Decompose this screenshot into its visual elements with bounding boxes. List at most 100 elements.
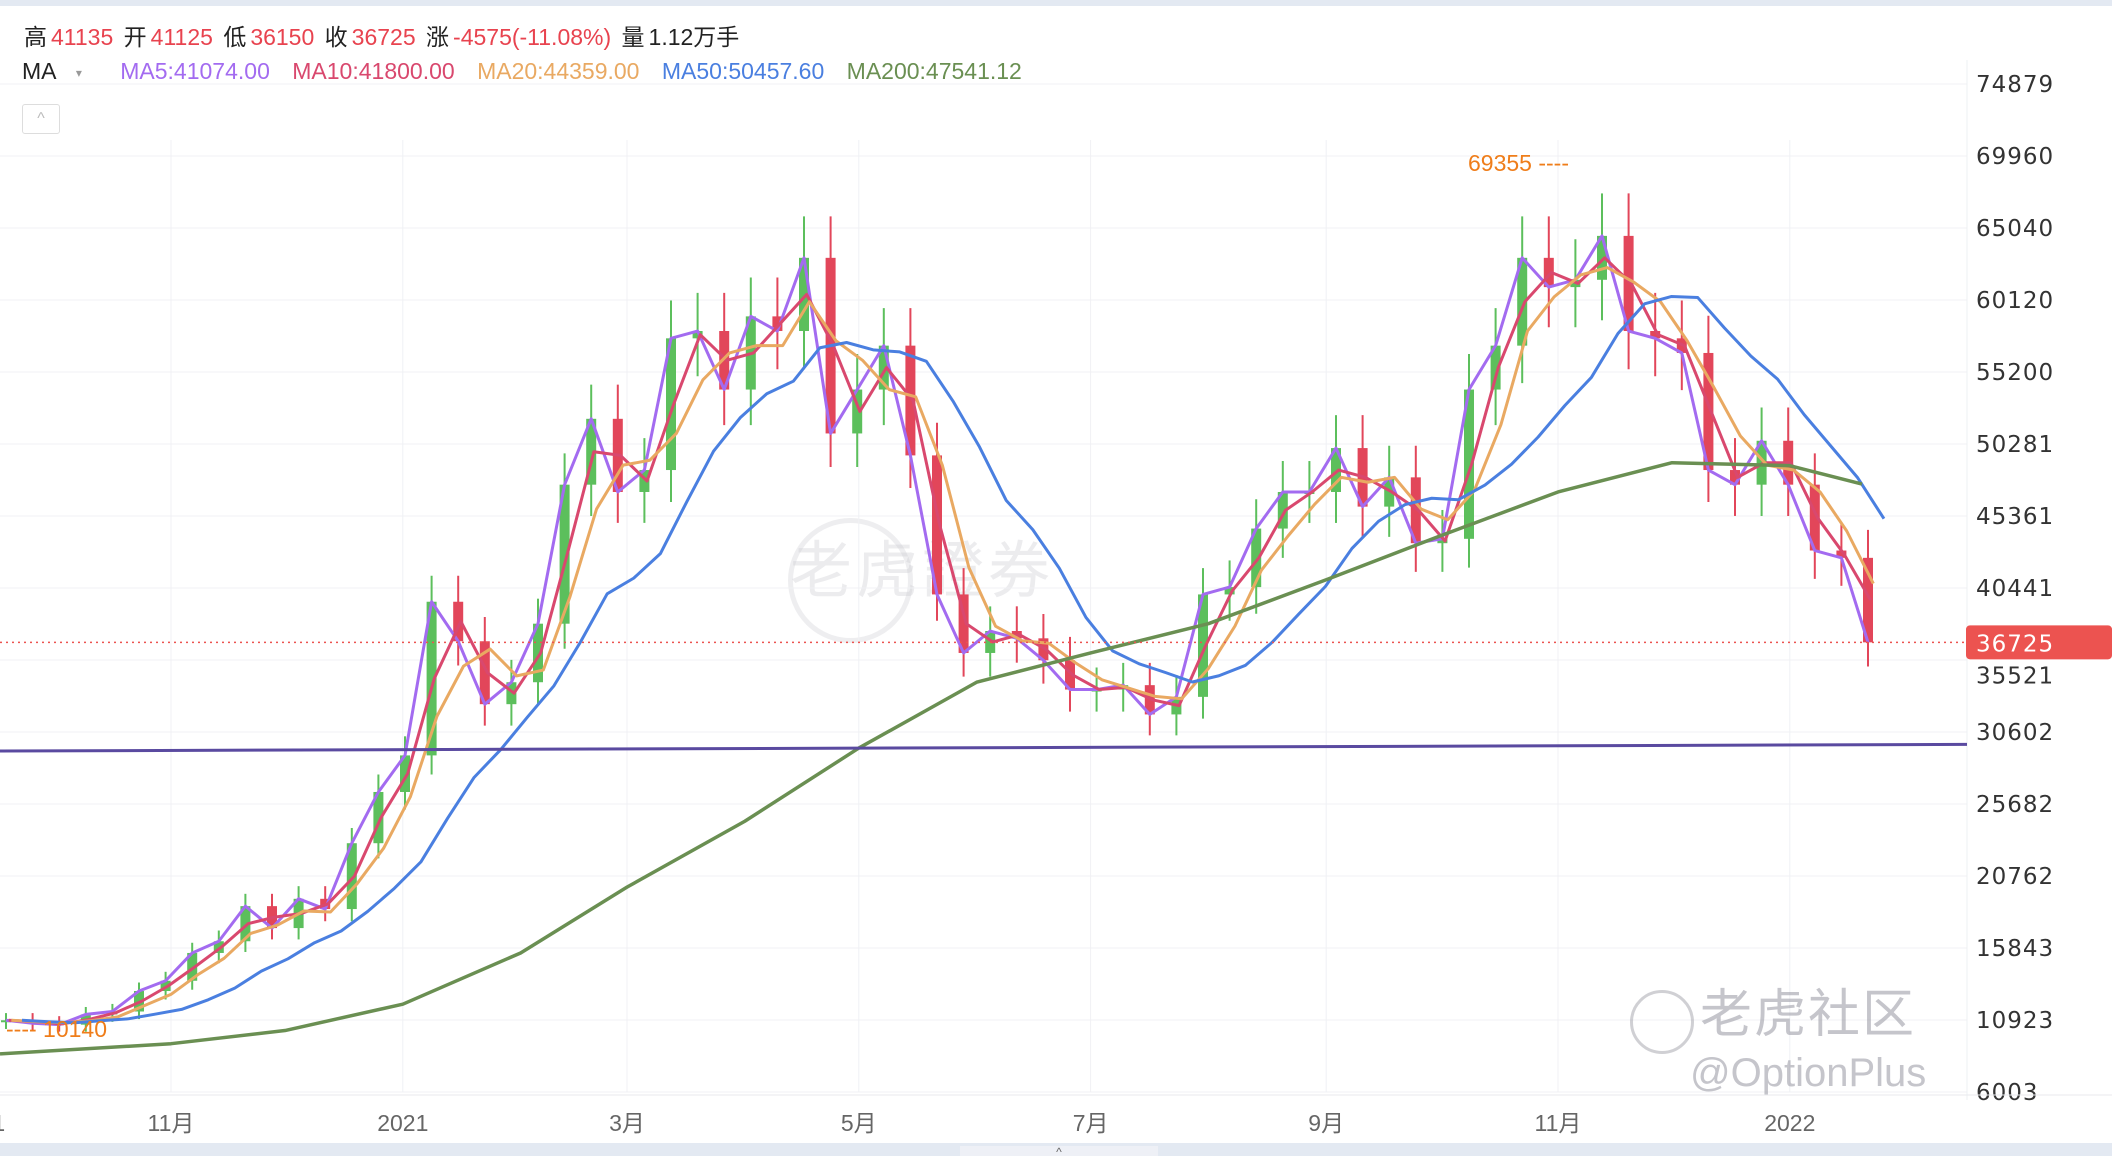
candle-body — [1863, 557, 1873, 643]
candle-body — [799, 257, 809, 332]
change-value: -4575(-11.08%) — [453, 24, 612, 50]
y-tick-label: 6003 — [1976, 1080, 2039, 1106]
change-label: 涨 — [426, 24, 450, 50]
candle-body — [453, 601, 464, 642]
chevron-up-icon: ^ — [37, 110, 45, 127]
candle-body — [905, 345, 916, 456]
y-tick-label: 10923 — [1976, 1008, 2054, 1034]
candle-body — [1464, 389, 1474, 539]
y-tick-label: 69960 — [1976, 144, 2054, 170]
y-tick-label: 55200 — [1976, 360, 2054, 386]
chevron-up-icon: ^ — [1056, 1145, 1062, 1159]
candle-body — [1623, 235, 1634, 332]
y-tick-label: 40441 — [1976, 576, 2054, 602]
candle-body — [692, 331, 703, 339]
candle-body — [958, 594, 969, 653]
candle-body — [400, 755, 410, 792]
close-label: 收 — [324, 24, 348, 50]
candle-body — [586, 418, 597, 485]
low-label: 低 — [223, 24, 247, 50]
y-tick-label: 50281 — [1976, 432, 2054, 458]
candle-body — [373, 791, 384, 844]
collapse-button[interactable]: ^ — [22, 104, 60, 134]
x-tick-label: 11月 — [148, 1110, 195, 1136]
ohlc-info: 高 41135 开 41125 低 36150 收 36725 涨 -4575(-11.0… — [24, 18, 743, 52]
y-tick-label: 20762 — [1976, 864, 2054, 890]
center-watermark: 老虎證券 — [790, 537, 1055, 606]
candle-body — [479, 641, 490, 705]
candle-body — [559, 484, 570, 624]
y-tick-label: 15843 — [1976, 936, 2054, 962]
candle-body — [1543, 257, 1554, 288]
ma200-line — [0, 460, 1863, 1056]
ma-legend: MA ▾ MA5:41074.00 MA10:41800.00 MA20:443… — [22, 58, 1038, 85]
ma20-legend: MA20:44359.00 — [477, 58, 640, 84]
volume-value: 1.12万手 — [648, 24, 740, 50]
brand-logo-icon — [1630, 990, 1694, 1054]
brand-watermark: 老虎社区 — [1700, 986, 1917, 1044]
candle-body — [1730, 470, 1740, 485]
watermark-logo-icon — [788, 518, 913, 643]
high-value: 41135 — [51, 24, 114, 50]
indicator-selector[interactable]: MA ▾ — [22, 58, 98, 84]
candle-body — [346, 843, 357, 910]
candle-body — [1650, 331, 1661, 339]
close-value: 36725 — [351, 24, 416, 50]
candle-body — [1517, 257, 1528, 346]
x-tick-label: 7月 — [1073, 1110, 1109, 1136]
candle-body — [533, 623, 543, 683]
candle-body — [213, 941, 224, 953]
candle-body — [852, 389, 863, 434]
x-tick-label: 2022 — [1764, 1110, 1815, 1136]
candle-body — [1198, 594, 1208, 697]
x-tick-label: 2021 — [377, 1110, 428, 1136]
max-price-marker: 69355 ---- — [1468, 150, 1569, 176]
indicator-selector-label: MA — [22, 58, 57, 84]
x-tick-label: 5月 — [841, 1110, 877, 1136]
y-tick-label: 35521 — [1976, 663, 2054, 689]
y-tick-label: 25682 — [1976, 792, 2054, 818]
candle-body — [506, 682, 517, 705]
candle-body — [1490, 345, 1501, 390]
ma50-legend: MA50:50457.60 — [661, 58, 825, 84]
candle-body — [1597, 235, 1607, 280]
caret-down-icon: ▾ — [72, 65, 82, 80]
y-tick-label: 74879 — [1976, 72, 2054, 98]
candle-body — [1437, 538, 1448, 544]
candle-body — [1251, 528, 1262, 588]
min-price-marker: ---- 10140 — [6, 1016, 107, 1042]
open-label: 开 — [123, 24, 147, 50]
candle-body — [639, 470, 650, 492]
volume-label: 量 — [621, 24, 645, 50]
top-border — [0, 0, 2112, 6]
candle-body — [240, 906, 251, 942]
y-tick-label: 60120 — [1976, 288, 2054, 314]
candle-body — [1277, 491, 1288, 529]
x-tick-label: 9月 — [1308, 1110, 1344, 1136]
x-tick-label: 3月 — [609, 1110, 645, 1136]
candle-body — [1224, 587, 1235, 595]
candle-body — [666, 338, 676, 471]
candle-body — [1703, 352, 1714, 471]
handle-watermark: @OptionPlus — [1690, 1051, 1927, 1095]
candle-body — [1809, 484, 1820, 551]
candle-body — [1331, 448, 1341, 492]
x-tick-label: 11月 — [1535, 1110, 1582, 1136]
candle-body — [426, 601, 437, 756]
last-price-tag — [1966, 625, 2112, 660]
ma20-line — [11, 266, 1875, 1025]
candle-body — [772, 316, 783, 332]
candle-body — [1410, 477, 1421, 544]
candle-body — [1065, 660, 1075, 690]
candle-body — [932, 455, 942, 595]
high-label: 高 — [24, 24, 47, 50]
ma200-legend: MA200:47541.12 — [846, 58, 1022, 84]
ma10-legend: MA10:41800.00 — [292, 58, 455, 84]
scrollbar-handle[interactable]: ^ — [960, 1145, 1158, 1159]
open-value: 41125 — [150, 24, 213, 50]
support-line[interactable] — [0, 742, 1968, 753]
candle-body — [187, 952, 198, 981]
candle-body — [1836, 550, 1847, 558]
ma50-line — [21, 295, 1886, 1025]
